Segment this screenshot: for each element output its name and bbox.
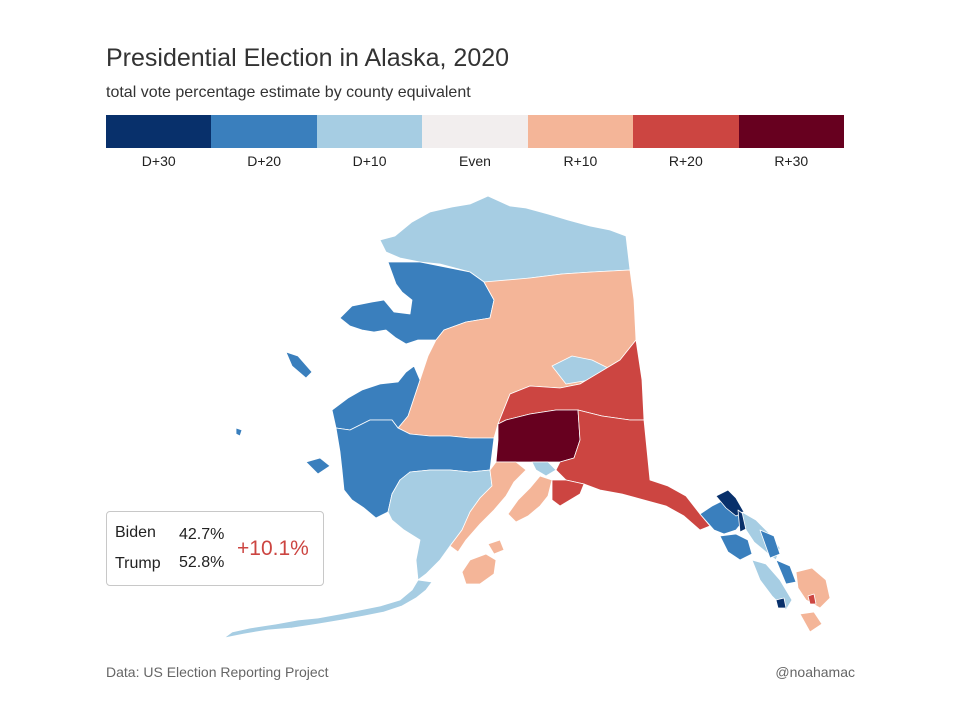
- statewide-result-box: Biden 42.7% Trump 52.8% +10.1%: [106, 511, 324, 586]
- region-juneau[interactable]: [715, 489, 745, 517]
- legend-label: R+30: [774, 153, 809, 169]
- region-nunivak[interactable]: [305, 457, 331, 475]
- region-sitka[interactable]: [719, 533, 753, 561]
- legend-swatch: [316, 115, 423, 148]
- legend-swatch: [527, 115, 634, 148]
- candidate-percent-biden: 42.7%: [179, 526, 225, 543]
- region-anchorage[interactable]: [531, 461, 557, 477]
- region-north-slope[interactable]: [379, 195, 631, 283]
- legend-item: R+10: [527, 115, 634, 169]
- legend-label: D+10: [352, 153, 387, 169]
- region-kodiak[interactable]: [461, 553, 497, 585]
- legend-item: R+30: [738, 115, 844, 169]
- region-ketchikan[interactable]: [795, 567, 831, 609]
- region-dillingham[interactable]: [387, 469, 493, 581]
- candidate-name-trump: Trump: [115, 555, 161, 572]
- color-legend: D+30 D+20 D+10 Even R+10 R+20 R+30: [106, 115, 844, 169]
- chart-title: Presidential Election in Alaska, 2020: [106, 44, 510, 72]
- chart-subtitle: total vote percentage estimate by county…: [106, 84, 471, 101]
- legend-swatch: [633, 115, 739, 148]
- region-kenai-peninsula[interactable]: [507, 475, 553, 523]
- region-nome[interactable]: [331, 365, 421, 431]
- region-st-lawrence[interactable]: [285, 351, 313, 379]
- legend-label: Even: [459, 153, 491, 169]
- legend-item: D+20: [211, 115, 317, 169]
- region-cook-inlet[interactable]: [551, 479, 585, 507]
- legend-swatch: [738, 115, 844, 148]
- region-kodiak-north[interactable]: [487, 539, 505, 555]
- region-prince-of-wales[interactable]: [751, 559, 793, 611]
- legend-swatch: [211, 115, 317, 148]
- author-credit: @noahamac: [775, 664, 855, 680]
- legend-label: R+20: [668, 153, 703, 169]
- region-sitka-dark[interactable]: [775, 597, 787, 609]
- legend-item: Even: [422, 115, 528, 169]
- region-petersburg[interactable]: [759, 529, 781, 559]
- legend-item: R+20: [633, 115, 739, 169]
- legend-swatch: [422, 115, 528, 148]
- data-source: Data: US Election Reporting Project: [106, 664, 329, 680]
- region-metlakatla[interactable]: [807, 593, 817, 605]
- legend-label: D+20: [247, 153, 282, 169]
- legend-swatch: [106, 115, 212, 148]
- legend-item: D+10: [316, 115, 423, 169]
- legend-label: D+30: [141, 153, 176, 169]
- region-ketchikan-south[interactable]: [799, 611, 823, 633]
- candidate-name-biden: Biden: [115, 524, 156, 541]
- region-aleutians[interactable]: [223, 579, 433, 639]
- candidate-percent-trump: 52.8%: [179, 554, 225, 571]
- legend-item: D+30: [106, 115, 212, 169]
- region-wrangell[interactable]: [775, 559, 797, 585]
- legend-label: R+10: [563, 153, 598, 169]
- region-pribilof[interactable]: [235, 427, 243, 437]
- statewide-margin: +10.1%: [237, 537, 309, 560]
- region-valdez-cordova[interactable]: [555, 409, 711, 531]
- region-kenai[interactable]: [449, 461, 527, 553]
